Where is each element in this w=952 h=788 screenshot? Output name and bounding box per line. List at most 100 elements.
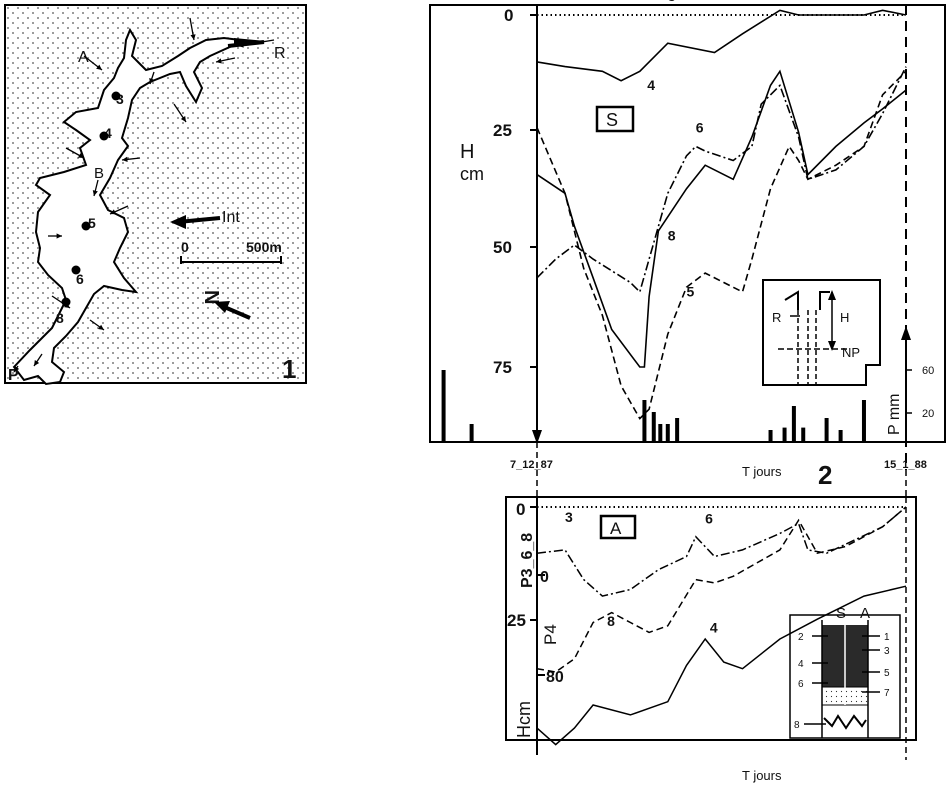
rain-bar-4 xyxy=(658,424,663,442)
chart2-series-4 xyxy=(536,9,907,82)
frame-label-s-box xyxy=(595,105,635,133)
rain-bar-2 xyxy=(642,400,647,442)
station-8-label: 8 xyxy=(56,310,64,326)
map-label-r: R xyxy=(274,45,286,62)
chart3-series-6 xyxy=(536,506,907,597)
inset-left-4: 4 xyxy=(798,659,804,670)
p-tick-60: 60 xyxy=(922,365,934,377)
map-scale-label: 500m xyxy=(246,239,282,255)
rain-bar-8 xyxy=(782,427,787,442)
map-label-a: A xyxy=(78,49,89,66)
inset-right-1: 1 xyxy=(884,632,890,643)
y-tick-0: 0 xyxy=(504,6,513,25)
flow-arrowhead-9 xyxy=(64,302,70,308)
chart3-inset xyxy=(789,614,901,739)
station-marker-1 xyxy=(111,91,121,101)
chart3-series-label-4: 4 xyxy=(710,619,718,635)
rain-bar-5 xyxy=(665,424,670,442)
flow-arrowhead-2 xyxy=(149,78,155,84)
chart3-series-label-3: 3 xyxy=(565,509,573,525)
chart3-series-4 xyxy=(536,585,907,746)
flow-arrowhead-3 xyxy=(216,58,222,64)
station-marker-3 xyxy=(81,221,91,231)
chart2-series-label-5: 5 xyxy=(686,284,694,300)
chart3-tick-25: 25 xyxy=(507,611,526,630)
inset-left-2: 2 xyxy=(798,632,804,643)
chart2-series-label-4: 4 xyxy=(647,77,655,93)
station-6-label: 6 xyxy=(76,271,84,287)
y-tick-25: 25 xyxy=(493,121,512,140)
panel2-number: 2 xyxy=(818,460,832,490)
chart3-ylabel-p368: P3_6_8 xyxy=(519,533,536,588)
chart3-series-8 xyxy=(536,506,907,673)
map-labels: A B R P Int 0 500m N 1 3 4 5 6 8 xyxy=(8,45,296,384)
flow-arrowhead-11 xyxy=(34,360,40,366)
p-axis-label: P mm xyxy=(886,394,903,435)
chart2-panel xyxy=(429,4,946,470)
panel1-number: 1 xyxy=(282,354,296,384)
flow-arrowhead-1 xyxy=(180,116,186,122)
p-tick-20: 20 xyxy=(922,408,934,420)
inset-r-label: R xyxy=(772,310,781,325)
flow-arrowhead-6 xyxy=(122,156,128,162)
y-tick-75: 75 xyxy=(493,358,512,377)
frame-label-a: A xyxy=(610,519,622,538)
chart3-series-label-8: 8 xyxy=(607,613,615,629)
chart2-series-6 xyxy=(536,66,907,294)
frame-label-a-box xyxy=(599,514,637,540)
y-tick-50: 50 xyxy=(493,238,512,257)
x-axis-label: T jours xyxy=(742,464,782,479)
map-scale-zero: 0 xyxy=(181,239,189,255)
rain-bar-11 xyxy=(824,418,829,442)
chart3-series-label-6: 6 xyxy=(705,511,713,527)
arrow-r-shaft xyxy=(227,40,265,48)
chart3-ylabel-h: Hcm xyxy=(514,701,534,738)
arrow-int-head xyxy=(170,215,186,229)
inset-s-label: S xyxy=(836,605,846,622)
inset-np-label: NP xyxy=(842,345,860,360)
flow-arrowhead-0 xyxy=(190,34,196,40)
inset-h-label: H xyxy=(840,310,849,325)
flow-arrowhead-10 xyxy=(98,324,104,330)
flow-arrowhead-13 xyxy=(92,190,98,196)
inset-right-5: 5 xyxy=(884,668,890,679)
station-4-label: 4 xyxy=(104,125,112,141)
rain-bar-0 xyxy=(441,370,446,442)
station-3-label: 3 xyxy=(116,91,124,107)
station-marker-4 xyxy=(71,265,81,275)
chart3-ylabel-p4: P4 xyxy=(541,624,560,645)
inset-left-8: 8 xyxy=(794,720,800,731)
chart2-series-label-6: 6 xyxy=(696,119,704,135)
map-label-int: Int xyxy=(222,209,240,226)
chart2-inset xyxy=(762,279,881,386)
chart2-series-8 xyxy=(536,69,907,368)
chart2-series-label-3: 3 xyxy=(668,0,676,4)
map-north-label: N xyxy=(200,290,222,304)
rain-bar-6 xyxy=(675,418,680,442)
chart-marks: 3 4 6 8 5 3 6 8 4 xyxy=(13,0,907,746)
chart3-x-axis-label: T jours xyxy=(742,768,782,783)
inset-left-6: 6 xyxy=(798,679,804,690)
flow-arrowhead-8 xyxy=(110,209,116,215)
north-arrow-head xyxy=(214,301,230,313)
rain-bar-10 xyxy=(801,427,806,442)
flow-arrowhead-5 xyxy=(78,153,84,158)
map-label-p: P xyxy=(8,367,19,384)
rain-bar-12 xyxy=(838,430,843,442)
chart3-labels: 0 25 0 80 P3_6_8 P4 Hcm A T jours S A 2 … xyxy=(507,500,890,783)
frame-label-s: S xyxy=(606,110,618,130)
rain-bar-1 xyxy=(469,424,474,442)
rain-bar-3 xyxy=(651,412,656,442)
map-label-b: B xyxy=(94,165,104,182)
chart3-ptick-0: 0 xyxy=(540,569,549,586)
rain-bar-13 xyxy=(861,400,866,442)
station-marker-2 xyxy=(99,131,109,141)
y-axis-label-h: H xyxy=(460,141,474,163)
flow-arrowhead-7 xyxy=(56,233,62,239)
flow-arrowhead-4 xyxy=(96,64,102,70)
rain-bar-7 xyxy=(768,430,773,442)
station-5-label: 5 xyxy=(88,215,96,231)
rain-bar-9 xyxy=(791,406,796,442)
chart2-series-label-8: 8 xyxy=(668,227,676,243)
